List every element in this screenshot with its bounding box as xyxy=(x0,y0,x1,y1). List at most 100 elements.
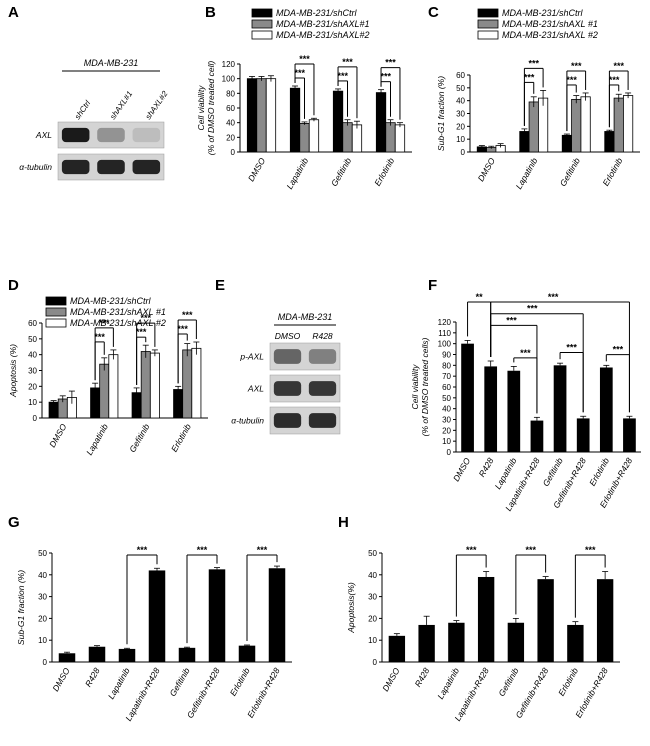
bar xyxy=(178,647,196,662)
blot-band xyxy=(273,349,302,364)
sig-label: *** xyxy=(524,72,535,82)
bar xyxy=(118,648,136,662)
y-tick-label: 30 xyxy=(456,110,465,119)
legend-swatch xyxy=(477,8,499,18)
bar xyxy=(88,646,106,662)
bar xyxy=(448,622,465,662)
y-tick-label: 110 xyxy=(438,329,451,338)
blot-cell-line: MDA-MB-231 xyxy=(84,58,139,68)
blot-band xyxy=(132,159,161,175)
y-tick-label: 30 xyxy=(38,593,47,602)
bar xyxy=(507,370,521,452)
y-axis-label: Cell viability xyxy=(410,364,420,410)
chart-b: 0 20 40 60 80 100 120 Cell viability (% of DMSO … xyxy=(196,8,412,191)
bar xyxy=(289,87,301,153)
y-tick-label: 60 xyxy=(442,383,451,392)
panel-letter-h: H xyxy=(338,514,349,531)
blot-row-label: AXL xyxy=(35,130,52,140)
x-tick-label: Gefitinib+R428 xyxy=(513,666,550,720)
legend-swatch xyxy=(45,296,67,306)
y-tick-label: 20 xyxy=(28,382,37,391)
bar xyxy=(613,97,624,153)
y-axis-label: (% of DMSO treated cells) xyxy=(420,337,430,436)
x-tick-label: R428 xyxy=(83,666,102,689)
legend-swatch xyxy=(251,8,273,18)
y-axis-label: Sub-G1 fraction (%) xyxy=(16,570,26,645)
x-tick-label: Erlotinib xyxy=(600,156,624,188)
blot-row-label: α-tubulin xyxy=(231,416,264,426)
x-tick-label: Lapatinib xyxy=(435,666,461,701)
y-tick-label: 20 xyxy=(456,122,465,131)
bar xyxy=(596,579,614,662)
sig-label: *** xyxy=(566,343,577,353)
x-tick-label: Lapatinib xyxy=(106,666,132,701)
bar xyxy=(375,92,387,153)
legend-entry: MDA-MB-231/shCtrl xyxy=(70,296,152,306)
bar xyxy=(149,352,160,419)
sig-label: *** xyxy=(613,345,624,355)
chart-h: 0 10 20 30 40 50 Apoptosis(%) DMSO R428 Lapatinib… xyxy=(346,545,620,723)
blot-row-label: AXL xyxy=(247,384,264,394)
bar xyxy=(561,134,572,153)
x-tick-label: R428 xyxy=(413,666,432,689)
bar xyxy=(537,579,554,662)
bar xyxy=(99,363,110,419)
blot-lane-label: DMSO xyxy=(275,331,301,341)
sig-label: *** xyxy=(528,58,539,68)
blot-band xyxy=(273,413,302,428)
x-tick-label: Erlotinib xyxy=(228,666,252,698)
bar xyxy=(385,122,396,153)
bar xyxy=(58,653,76,662)
panel-letter-e: E xyxy=(215,277,225,294)
blot-band xyxy=(273,381,302,396)
y-axis-label: Apoptosis (%) xyxy=(8,344,18,398)
x-tick-label: Gefitinib xyxy=(127,422,151,454)
y-tick-label: 80 xyxy=(226,89,235,98)
y-tick-label: 20 xyxy=(442,426,451,435)
blot-band xyxy=(308,349,337,364)
blot-lane-label: shAXL#2 xyxy=(144,89,170,121)
y-axis-label: Apoptosis(%) xyxy=(346,582,356,634)
y-tick-label: 50 xyxy=(38,549,47,558)
blot-row-label: p-AXL xyxy=(239,352,264,362)
sig-label: *** xyxy=(585,545,596,555)
bar xyxy=(418,624,435,662)
panel-letter-b: B xyxy=(205,4,216,21)
bar xyxy=(580,96,591,153)
bar xyxy=(484,366,498,452)
bar xyxy=(461,343,474,452)
western-blot-e: MDA-MB-231 DMSO R428 p-AXL AXL α-tubulin xyxy=(231,312,341,435)
x-tick-label: Erlotinib+R428 xyxy=(245,666,282,720)
sig-label: *** xyxy=(295,68,306,78)
panel-letter-f: F xyxy=(428,277,437,294)
y-tick-label: 10 xyxy=(28,398,37,407)
y-tick-label: 40 xyxy=(226,119,235,128)
bar xyxy=(140,351,151,419)
sig-label: *** xyxy=(338,71,349,81)
bar xyxy=(528,101,539,153)
x-tick-label: DMSO xyxy=(50,666,72,693)
y-tick-label: 0 xyxy=(447,448,452,457)
bar xyxy=(332,90,344,153)
x-tick-label: Gefitinib xyxy=(496,666,520,698)
y-tick-label: 40 xyxy=(442,405,451,414)
x-tick-label: Gefitinib xyxy=(541,456,565,488)
blot-band xyxy=(61,127,90,143)
x-tick-label: Lapatinib xyxy=(84,422,110,457)
y-tick-label: 100 xyxy=(222,75,236,84)
legend-entry: MDA-MB-231/shAXL #1 xyxy=(70,307,166,317)
legend-entry: MDA-MB-231/shAXL #2 xyxy=(70,318,166,328)
legend-swatch xyxy=(45,307,67,317)
x-tick-label: Lapatinib xyxy=(284,156,310,191)
y-tick-label: 70 xyxy=(442,372,451,381)
sig-label: *** xyxy=(137,545,148,555)
chart-c: 0 10 20 30 40 50 60 Sub-G1 fraction (%) DMSO Lapa… xyxy=(436,8,640,191)
y-tick-label: 40 xyxy=(28,351,37,360)
blot-band xyxy=(308,381,337,396)
y-axis-label: (% of DMSO treated cell) xyxy=(206,61,216,156)
y-tick-label: 100 xyxy=(438,340,452,349)
y-tick-label: 50 xyxy=(368,549,377,558)
sig-label: *** xyxy=(257,545,268,555)
x-tick-label: Erlotinib xyxy=(556,666,580,698)
